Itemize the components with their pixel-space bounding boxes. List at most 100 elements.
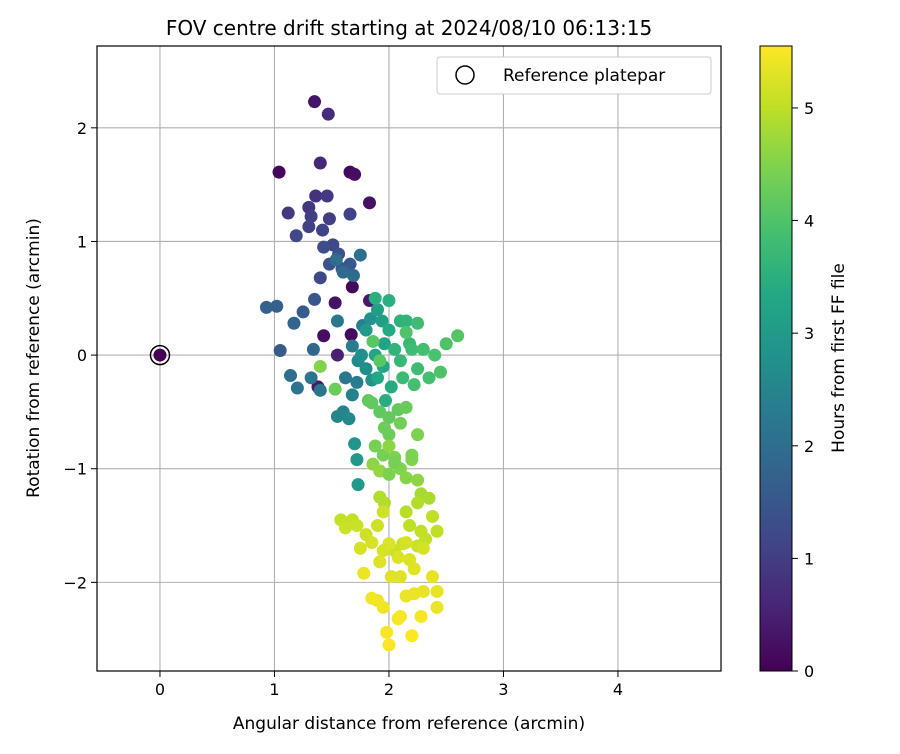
scatter-point bbox=[371, 303, 385, 317]
scatter-point bbox=[330, 348, 344, 362]
colorbar: 0 1 2 3 4 5 Hours from first FF file bbox=[759, 45, 849, 681]
scatter-point bbox=[371, 519, 385, 533]
scatter-point bbox=[371, 371, 385, 385]
x-tick-label: 0 bbox=[155, 680, 165, 699]
scatter-point bbox=[399, 400, 413, 414]
scatter-point bbox=[414, 609, 428, 623]
scatter-point bbox=[345, 280, 359, 294]
scatter-point bbox=[309, 189, 323, 203]
scatter-point bbox=[411, 362, 425, 376]
scatter-point bbox=[430, 524, 444, 538]
scatter-point bbox=[328, 296, 342, 310]
scatter-point bbox=[382, 537, 396, 551]
scatter-point bbox=[364, 312, 378, 326]
scatter-point bbox=[428, 348, 442, 362]
scatter-point bbox=[289, 229, 303, 243]
scatter-point bbox=[359, 323, 373, 337]
scatter-point bbox=[384, 380, 398, 394]
scatter-point bbox=[407, 378, 421, 392]
scatter-point bbox=[283, 369, 297, 383]
y-axis-ticks: −2 −1 0 1 2 bbox=[63, 119, 97, 592]
legend-entry-label: Reference platepar bbox=[503, 66, 665, 86]
scatter-point bbox=[270, 299, 284, 313]
y-tick-label: −2 bbox=[63, 573, 87, 592]
scatter-point bbox=[342, 412, 356, 426]
colorbar-tick-label: 0 bbox=[804, 662, 814, 681]
scatter-point bbox=[317, 329, 331, 343]
scatter-point bbox=[313, 156, 327, 170]
scatter-point bbox=[430, 600, 444, 614]
scatter-point bbox=[321, 107, 335, 121]
scatter-point bbox=[259, 300, 273, 314]
y-tick-label: −1 bbox=[63, 460, 87, 479]
scatter-point bbox=[451, 329, 465, 343]
scatter-point bbox=[405, 342, 419, 356]
scatter-point bbox=[384, 570, 398, 584]
colorbar-tick-label: 4 bbox=[804, 212, 814, 231]
scatter-point bbox=[357, 566, 371, 580]
scatter-point bbox=[346, 269, 360, 283]
scatter-point bbox=[329, 253, 343, 267]
scatter-point bbox=[393, 416, 407, 430]
scatter-point bbox=[422, 371, 436, 385]
y-tick-label: 0 bbox=[77, 346, 87, 365]
scatter-point bbox=[365, 536, 379, 550]
scatter-point bbox=[353, 248, 367, 262]
colorbar-label: Hours from first FF file bbox=[829, 263, 849, 453]
scatter-point bbox=[273, 344, 287, 358]
scatter-point bbox=[338, 371, 352, 385]
scatter-point bbox=[344, 328, 358, 342]
scatter-point bbox=[330, 314, 344, 328]
y-axis-label: Rotation from reference (arcmin) bbox=[24, 218, 44, 498]
scatter-point bbox=[373, 555, 387, 569]
scatter-point bbox=[382, 638, 396, 652]
scatter-point bbox=[439, 337, 453, 351]
colorbar-tick-label: 1 bbox=[804, 549, 814, 568]
scatter-point bbox=[407, 562, 421, 576]
scatter-point bbox=[345, 339, 359, 353]
scatter-point bbox=[350, 519, 364, 533]
scatter-point bbox=[376, 600, 390, 614]
scatter-point bbox=[296, 305, 310, 319]
grid-lines bbox=[97, 46, 721, 671]
scatter-point bbox=[304, 209, 318, 223]
legend-reference-marker bbox=[455, 65, 475, 85]
scatter-point bbox=[366, 334, 380, 348]
scatter-point bbox=[153, 348, 167, 362]
x-tick-label: 2 bbox=[384, 680, 394, 699]
scatter-point bbox=[322, 212, 336, 226]
scatter-point bbox=[416, 342, 430, 356]
scatter-point bbox=[373, 354, 387, 368]
scatter-point bbox=[368, 291, 382, 305]
scatter-point bbox=[416, 541, 430, 555]
scatter-point bbox=[272, 165, 286, 179]
scatter-points bbox=[149, 95, 465, 652]
scatter-point bbox=[302, 220, 316, 234]
scatter-point bbox=[425, 570, 439, 584]
colorbar-tick-label: 2 bbox=[804, 437, 814, 456]
scatter-point bbox=[411, 473, 425, 487]
x-axis-label: Angular distance from reference (arcmin) bbox=[233, 714, 585, 734]
scatter-point bbox=[403, 519, 417, 533]
scatter-point bbox=[433, 365, 447, 379]
scatter-point bbox=[396, 371, 410, 385]
scatter-point bbox=[320, 189, 334, 203]
scatter-point bbox=[338, 521, 352, 535]
colorbar-tick-label: 5 bbox=[804, 99, 814, 118]
scatter-point bbox=[407, 587, 421, 601]
scatter-point bbox=[399, 471, 413, 485]
scatter-point bbox=[393, 609, 407, 623]
scatter-point bbox=[399, 314, 413, 328]
chart-title: FOV centre drift starting at 2024/08/10 … bbox=[166, 16, 652, 40]
scatter-point bbox=[382, 294, 396, 308]
scatter-point bbox=[393, 354, 407, 368]
scatter-point bbox=[376, 505, 390, 519]
colorbar-tick-label: 3 bbox=[804, 324, 814, 343]
scatter-point bbox=[411, 316, 425, 330]
scatter-point bbox=[368, 439, 382, 453]
scatter-point bbox=[317, 240, 331, 254]
scatter-point bbox=[382, 467, 396, 481]
y-tick-label: 1 bbox=[77, 232, 87, 251]
scatter-point bbox=[281, 206, 295, 220]
scatter-point bbox=[399, 325, 413, 339]
